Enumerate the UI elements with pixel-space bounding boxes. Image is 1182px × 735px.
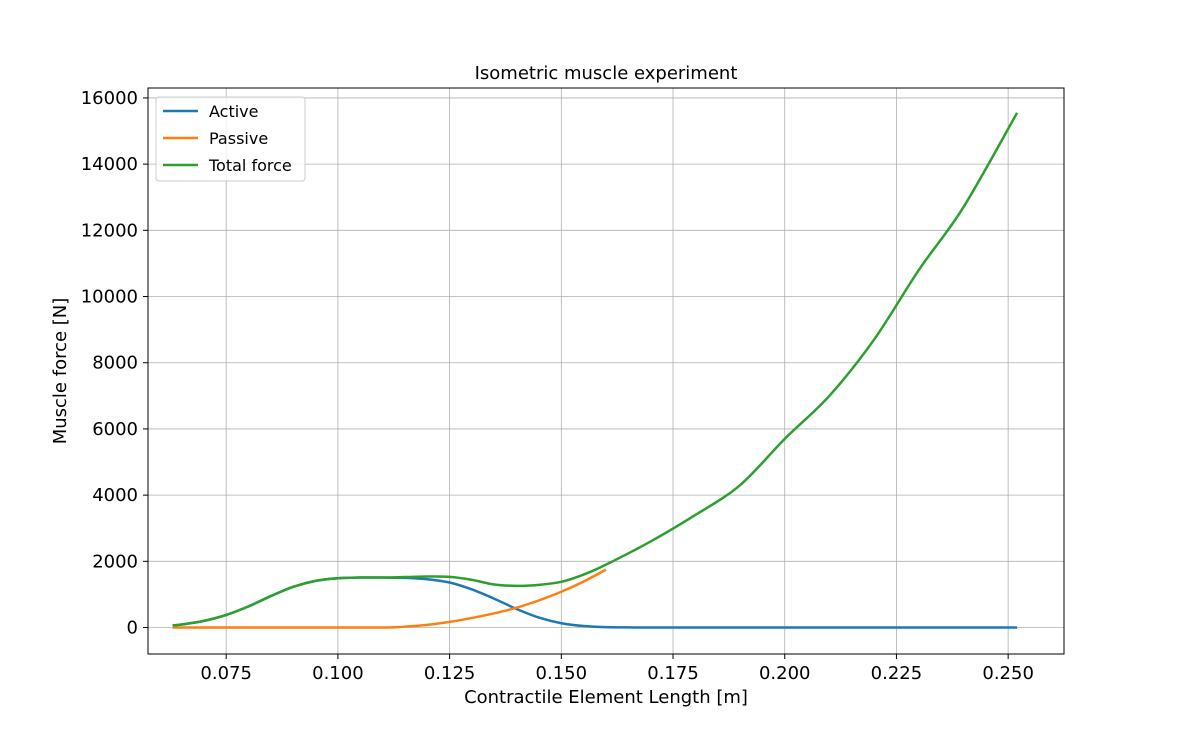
y-tick-label: 6000	[92, 419, 138, 440]
x-tick-label: 0.225	[871, 663, 923, 684]
x-tick-label: 0.200	[759, 663, 811, 684]
legend-box	[155, 96, 306, 182]
axes-frame	[147, 87, 1065, 655]
x-tick-label: 0.175	[647, 663, 699, 684]
series-line-total-force	[172, 112, 1019, 627]
plot-lines	[172, 112, 1019, 629]
x-axis-label: Contractile Element Length [m]	[464, 687, 748, 708]
x-tick-label: 0.125	[424, 663, 476, 684]
legend-label-passive: Passive	[209, 129, 268, 148]
y-tick-label: 10000	[81, 287, 138, 308]
legend-label-total-force: Total force	[208, 156, 292, 175]
x-tick-label: 0.100	[312, 663, 364, 684]
y-tick-label: 12000	[81, 220, 138, 241]
y-axis-ticks: 0 2000 4000 6000 8000 10000 12000 14000 16000	[81, 88, 148, 639]
y-tick-label: 2000	[92, 551, 138, 572]
y-axis-label: Muscle force [N]	[50, 298, 71, 445]
series-line-passive	[172, 568, 607, 629]
x-tick-label: 0.250	[982, 663, 1034, 684]
y-tick-label: 8000	[92, 353, 138, 374]
legend: Active Passive Total force	[155, 96, 306, 182]
y-tick-label: 16000	[81, 88, 138, 109]
y-tick-label: 14000	[81, 154, 138, 175]
chart-title: Isometric muscle experiment	[475, 63, 738, 84]
y-tick-label: 0	[127, 618, 138, 639]
x-axis-ticks: 0.075 0.100 0.125 0.150 0.175 0.200 0.225 0.250	[200, 654, 1034, 684]
x-tick-label: 0.150	[536, 663, 588, 684]
y-tick-label: 4000	[92, 485, 138, 506]
x-tick-label: 0.075	[200, 663, 252, 684]
legend-label-active: Active	[209, 102, 259, 121]
